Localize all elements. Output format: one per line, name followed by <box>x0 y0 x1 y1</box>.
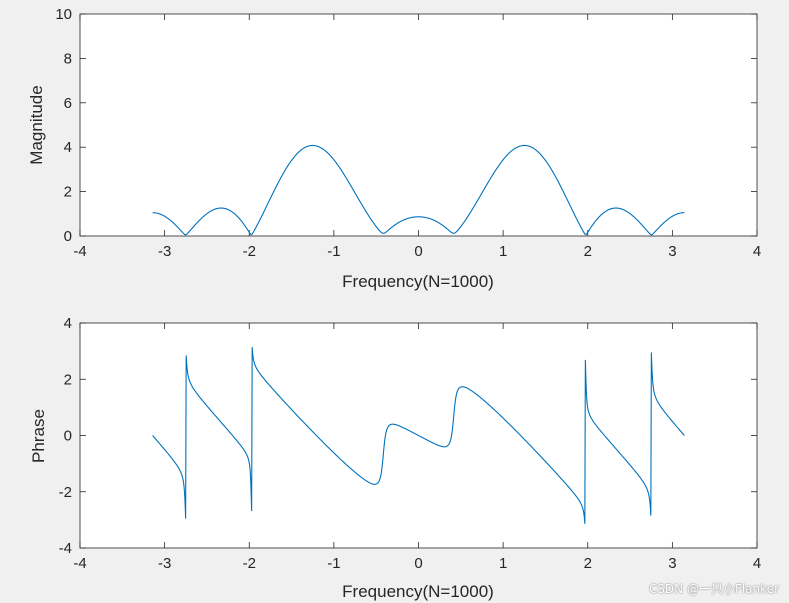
phase-ylabel: Phrase <box>29 409 48 463</box>
y-tick-label: 6 <box>64 95 72 112</box>
x-tick-label: 0 <box>414 555 422 572</box>
phase-axes: -4 -3 -2 -1 0 1 2 3 4 -4 -2 0 2 4 Frequency(N=1000) P… <box>29 315 761 601</box>
x-tick-label: 1 <box>499 555 507 572</box>
y-tick-label: 4 <box>64 139 72 156</box>
x-tick-label: 3 <box>668 243 676 260</box>
y-tick-label: -2 <box>59 484 72 501</box>
x-tick-label: 2 <box>584 243 592 260</box>
magnitude-axes: -4 -3 -2 -1 0 1 2 3 4 0 2 4 6 8 10 Frequency(N=1000) M… <box>27 6 761 291</box>
x-tick-label: -2 <box>243 243 256 260</box>
y-tick-label: -4 <box>59 540 72 557</box>
x-tick-label: -3 <box>158 555 171 572</box>
x-tick-label: 1 <box>499 243 507 260</box>
phase-series-line <box>152 347 685 524</box>
magnitude-ticks: -4 -3 -2 -1 0 1 2 3 4 0 2 4 6 8 10 <box>55 6 761 260</box>
magnitude-plot-area <box>79 13 758 237</box>
y-tick-label: 0 <box>64 228 72 245</box>
y-tick-label: 4 <box>64 315 72 332</box>
x-tick-label: -4 <box>73 555 86 572</box>
x-tick-label: 2 <box>584 555 592 572</box>
y-tick-label: 0 <box>64 428 72 445</box>
y-tick-label: 8 <box>64 50 72 67</box>
x-tick-label: -1 <box>327 555 340 572</box>
x-tick-label: -4 <box>73 243 86 260</box>
watermark: CSDN @一只小Flanker <box>648 582 779 596</box>
x-tick-label: -1 <box>327 243 340 260</box>
magnitude-xlabel: Frequency(N=1000) <box>342 272 494 291</box>
x-tick-label: 0 <box>414 243 422 260</box>
magnitude-series-line <box>152 144 685 236</box>
y-tick-label: 2 <box>64 371 72 388</box>
y-tick-label: 2 <box>64 184 72 201</box>
x-tick-label: 3 <box>668 555 676 572</box>
x-tick-label: 4 <box>753 243 761 260</box>
phase-xlabel: Frequency(N=1000) <box>342 582 494 601</box>
x-tick-label: -3 <box>158 243 171 260</box>
x-tick-label: -2 <box>243 555 256 572</box>
phase-ticks: -4 -3 -2 -1 0 1 2 3 4 -4 -2 0 2 4 <box>59 315 762 572</box>
y-tick-label: 10 <box>55 6 72 23</box>
magnitude-ylabel: Magnitude <box>27 85 46 164</box>
x-tick-label: 4 <box>753 555 761 572</box>
